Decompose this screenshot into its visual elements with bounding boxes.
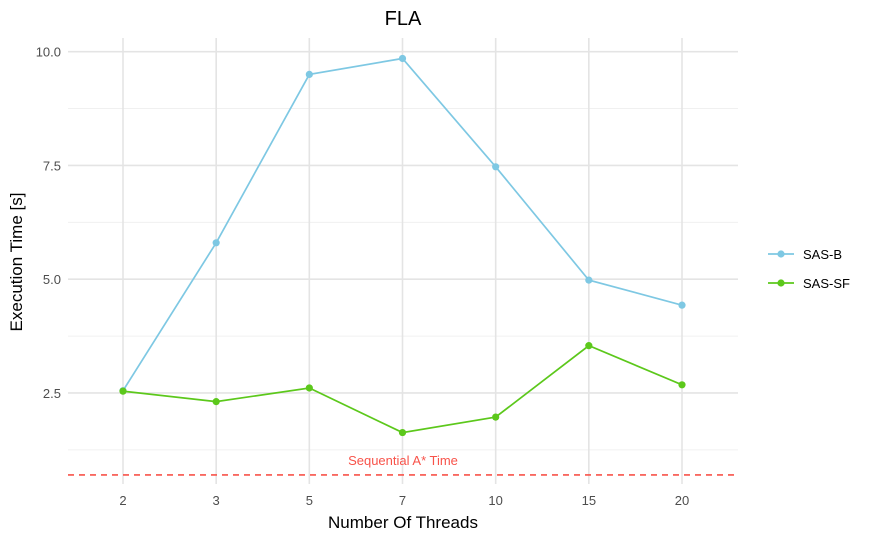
x-axis-label: Number Of Threads — [328, 513, 478, 532]
data-point-sas-sf — [585, 342, 593, 350]
legend-key-point — [777, 279, 785, 287]
x-tick-label: 2 — [119, 493, 126, 508]
data-point-sas-b — [585, 276, 593, 284]
data-point-sas-b — [212, 239, 220, 247]
data-point-sas-b — [492, 163, 500, 171]
x-tick-label: 3 — [213, 493, 220, 508]
x-tick-label: 5 — [306, 493, 313, 508]
y-axis-label: Execution Time [s] — [7, 193, 26, 332]
major-gridlines — [68, 38, 738, 484]
x-tick-label: 20 — [675, 493, 689, 508]
x-tick-label: 15 — [582, 493, 596, 508]
y-tick-label: 7.5 — [43, 158, 61, 173]
legend: SAS-B SAS-SF — [768, 247, 850, 291]
data-point-sas-b — [398, 54, 407, 63]
x-axis-tick-labels: 2 3 5 7 10 15 20 — [119, 493, 689, 508]
reference-line-group: Sequential A* Time — [68, 453, 738, 476]
data-point-sas-b — [305, 70, 313, 79]
y-tick-label: 2.5 — [43, 386, 61, 401]
data-point-sas-sf — [119, 387, 127, 395]
data-point-sas-sf — [212, 398, 220, 406]
y-tick-label: 5.0 — [43, 272, 61, 287]
reference-line-label: Sequential A* Time — [348, 453, 458, 468]
series-group — [119, 54, 686, 437]
data-point-sas-sf — [678, 381, 686, 389]
x-tick-label: 10 — [488, 493, 502, 508]
y-axis-tick-labels: 2.5 5.0 7.5 10.0 — [36, 45, 61, 401]
data-point-sas-sf — [305, 384, 313, 392]
legend-label: SAS-SF — [803, 276, 850, 291]
legend-label: SAS-B — [803, 247, 842, 262]
data-point-sas-sf — [492, 413, 500, 421]
x-tick-label: 7 — [399, 493, 406, 508]
legend-key-point — [777, 250, 785, 258]
y-tick-label: 10.0 — [36, 45, 61, 60]
data-point-sas-sf — [398, 428, 407, 437]
data-point-sas-b — [678, 301, 686, 309]
chart-title: FLA — [385, 8, 422, 30]
